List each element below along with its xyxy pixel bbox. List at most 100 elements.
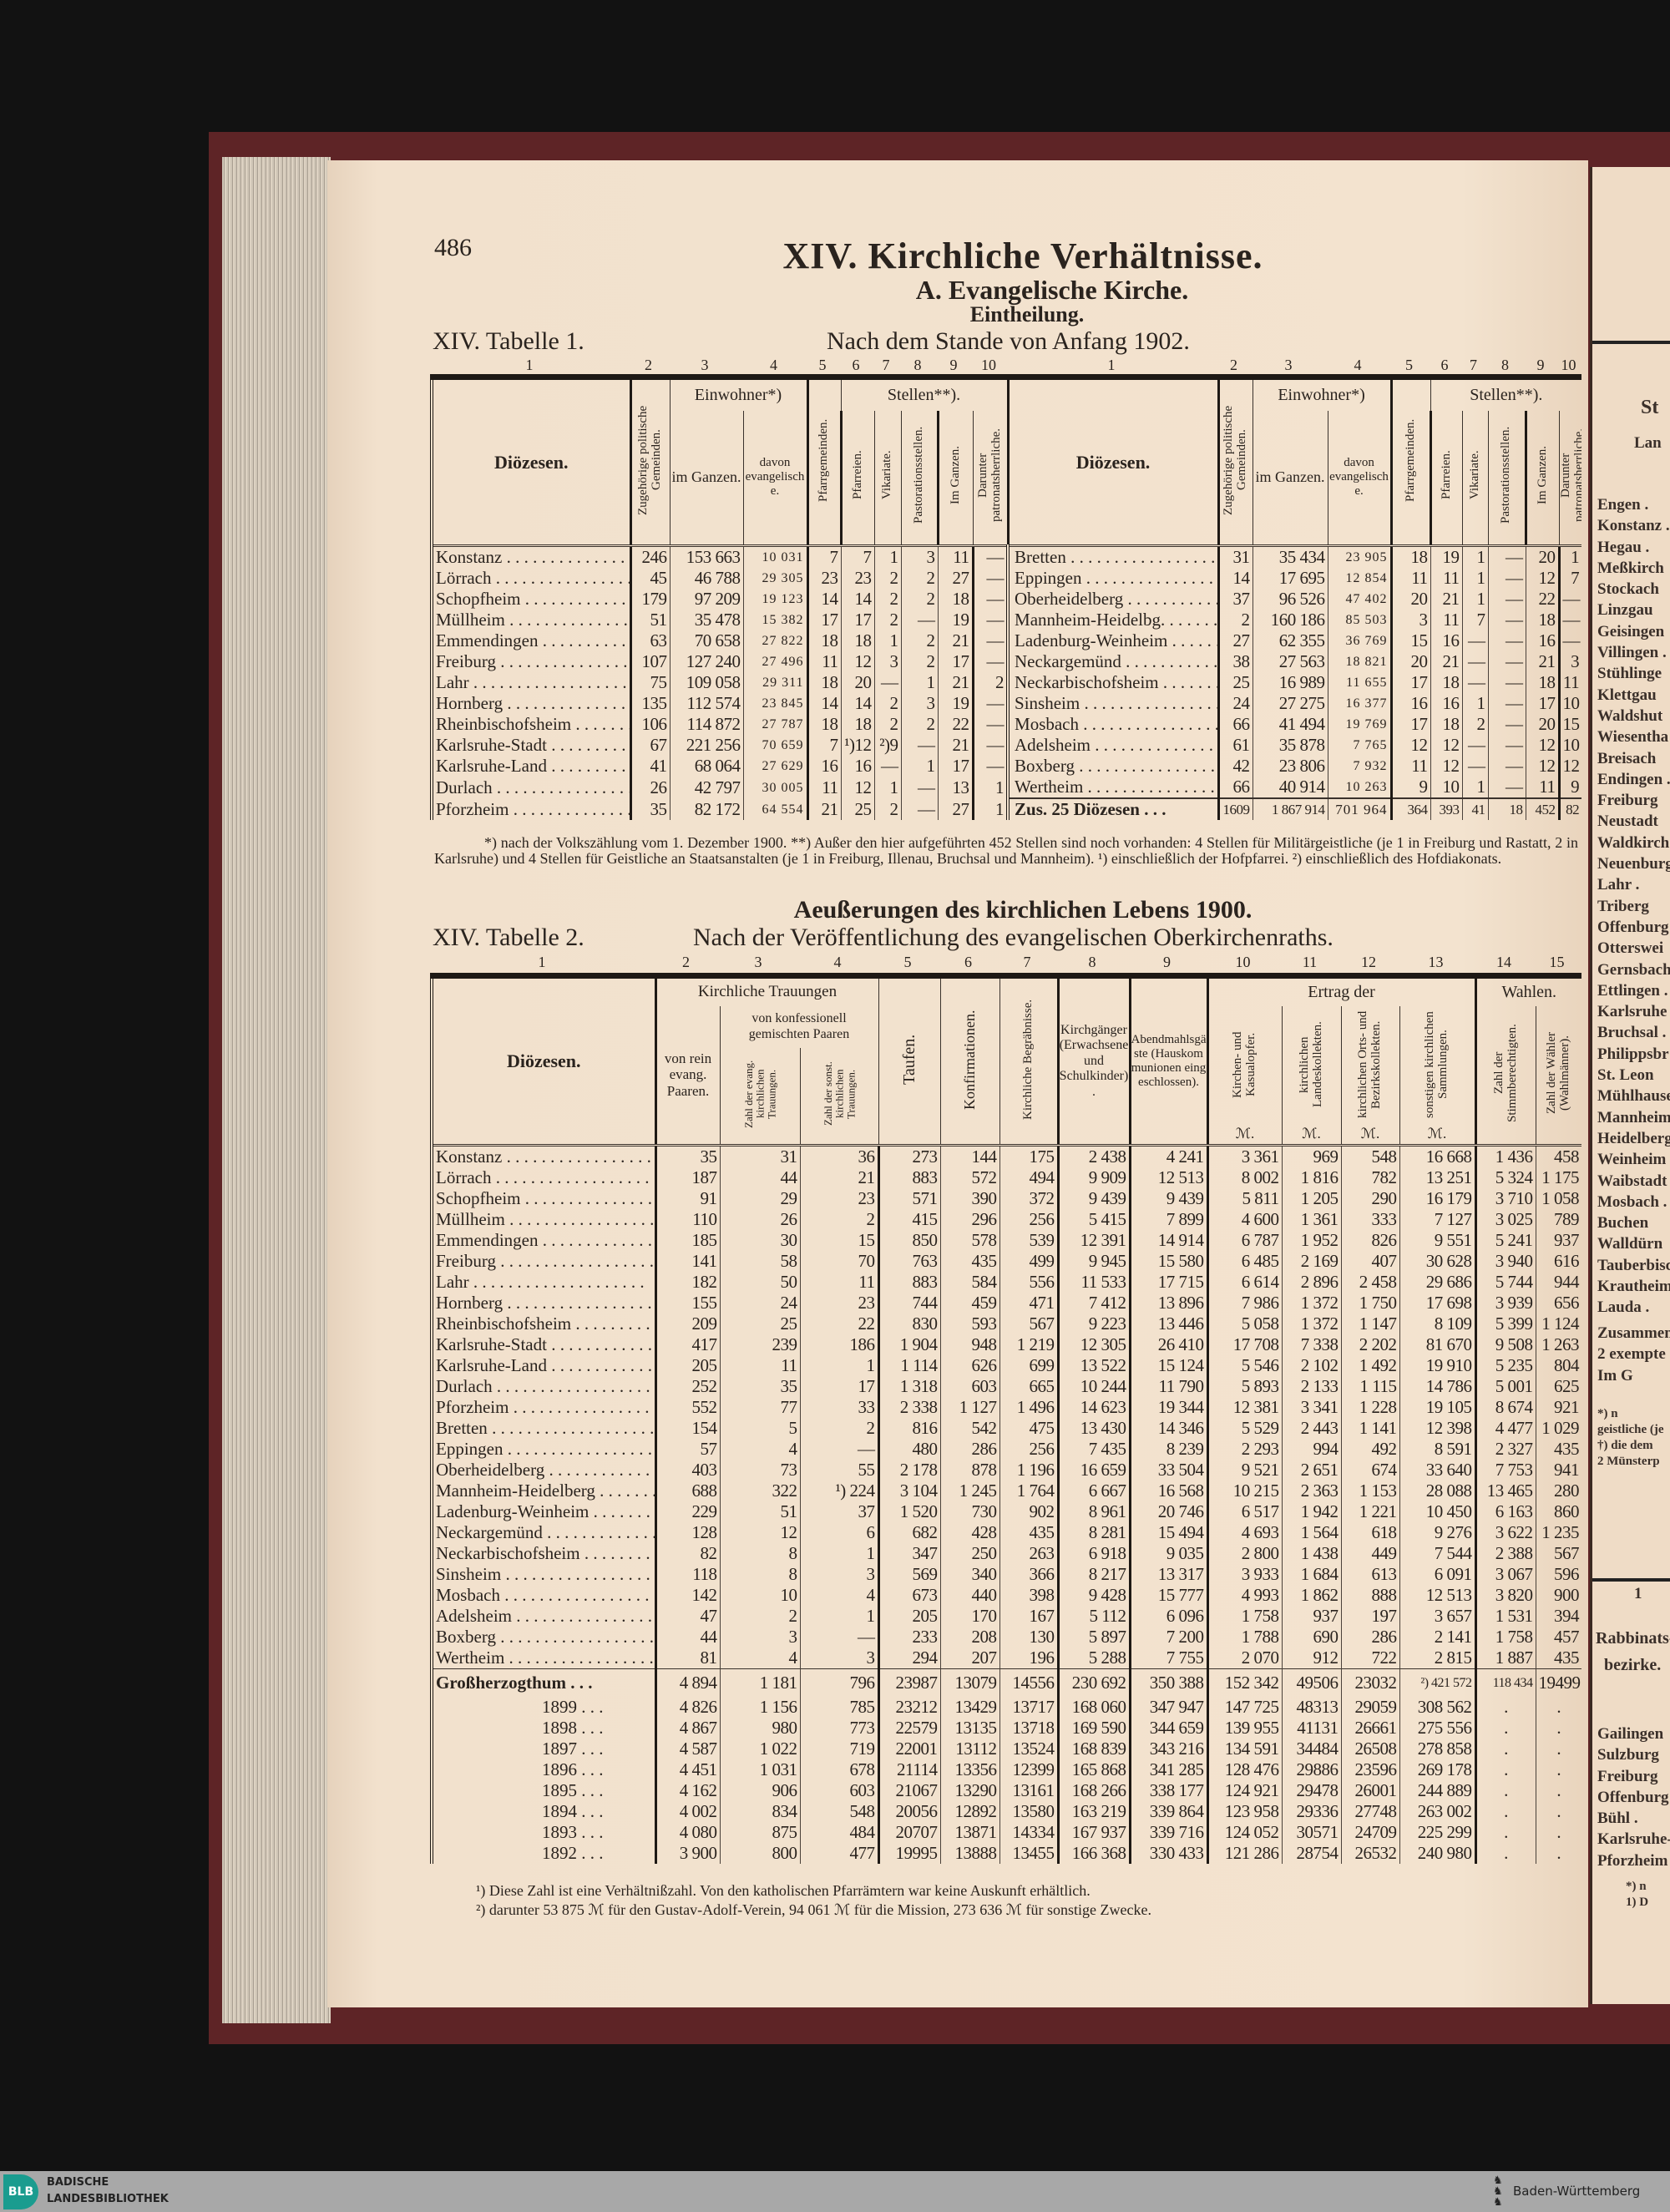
cell-col-9: 12 <box>1525 735 1560 756</box>
cell-col-7: 256 <box>999 1209 1058 1230</box>
cell-col-15: 625 <box>1535 1376 1582 1397</box>
cell-col-8: — <box>1487 777 1526 798</box>
cell-col-6: 296 <box>939 1209 999 1230</box>
cell-col-4: 773 <box>799 1717 878 1739</box>
list-item: Mosbach . <box>1597 1192 1667 1211</box>
cell-col-12: 1 221 <box>1340 1501 1399 1522</box>
cell-col-2: 44 <box>654 1627 720 1648</box>
list-item: Linzgau <box>1597 601 1653 620</box>
header-mixed-other: Zahl der sonst. kirchlichen Trauungen. <box>799 1047 878 1146</box>
cell-col-10: 11 <box>1557 672 1582 693</box>
cell-col-8: 3 <box>900 545 939 568</box>
diocese-name: Konstanz <box>432 546 630 569</box>
diocese-name: Freiburg <box>432 1251 655 1272</box>
cell-col-9: 452 <box>1525 797 1560 820</box>
cell-col-5: 22001 <box>877 1738 940 1759</box>
cell-col-15: 457 <box>1535 1627 1582 1648</box>
list-item: Endingen . <box>1597 770 1670 788</box>
cell-col-14: 3 067 <box>1474 1564 1536 1585</box>
cell-col-10: 10 <box>1557 735 1582 756</box>
cell-col-13: 13 251 <box>1399 1167 1476 1188</box>
cell-col-2: 47 <box>654 1606 720 1627</box>
header-inhabitants-total: im Ganzen. <box>669 410 743 546</box>
list-item: Mühlhause <box>1597 1087 1670 1106</box>
cell-col-7: 1 <box>1461 545 1489 568</box>
diocese-name: Neckargemünd <box>1006 651 1219 672</box>
cell-col-5: 23212 <box>877 1696 940 1718</box>
cell-col-9: 27 <box>937 798 974 820</box>
cell-col-4: 55 <box>799 1460 878 1481</box>
cell-col-4: 186 <box>799 1334 878 1355</box>
cell-col-7: — <box>873 756 902 777</box>
cell-col-13: 12 398 <box>1399 1418 1476 1439</box>
facing-heading: St <box>1641 397 1659 418</box>
cell-col-2: 135 <box>629 693 670 714</box>
diocese-name: Rheinbischofsheim <box>432 1314 655 1334</box>
cell-col-3: 29 <box>719 1188 800 1209</box>
header-pastoral-right: Pastorationsstellen. <box>1487 410 1526 546</box>
cell-col-4: 19 123 <box>742 589 808 610</box>
cell-col-8: 9 223 <box>1056 1314 1130 1334</box>
cell-col-4: 10 031 <box>742 545 808 568</box>
cell-col-14: 1 436 <box>1474 1145 1536 1167</box>
cell-col-13: 17 698 <box>1399 1293 1476 1314</box>
column-number: 5 <box>903 954 912 970</box>
list-item: Offenburg <box>1597 1788 1669 1806</box>
cell-col-14: 3 939 <box>1474 1293 1536 1314</box>
facing-footnotes: *) n geistliche (je †) die dem 2 Münsterp <box>1597 1406 1664 1470</box>
diocese-name: Freiburg <box>432 651 630 672</box>
column-number: 7 <box>1470 357 1477 373</box>
list-item: Wiesentha <box>1597 728 1669 747</box>
cell-col-8: 13 430 <box>1056 1418 1130 1439</box>
state-name[interactable]: Baden-Württemberg <box>1513 2184 1641 2199</box>
cell-col-7: 539 <box>999 1230 1058 1251</box>
cell-col-9: 15 124 <box>1128 1355 1207 1376</box>
facing-table-heading: bezirke. <box>1604 1656 1662 1674</box>
cell-col-4: 12 854 <box>1327 568 1392 589</box>
header-baptisms: Taufen. <box>878 975 940 1146</box>
cell-col-10: 12 381 <box>1206 1397 1282 1418</box>
cell-col-6: 16 <box>1430 693 1463 714</box>
cell-col-5: 9 <box>1389 777 1431 798</box>
cell-col-8: 7 435 <box>1056 1439 1130 1460</box>
cell-col-8: — <box>900 777 939 798</box>
list-item: Karlsruhe <box>1597 1003 1667 1021</box>
cell-col-5: 2 178 <box>877 1460 940 1481</box>
cell-col-10: — <box>971 693 1009 714</box>
column-number: 6 <box>964 954 972 970</box>
cell-col-3: 112 574 <box>669 693 743 714</box>
facing-footnotes-2: *) n 1) D <box>1626 1879 1648 1911</box>
cell-col-14: 3 820 <box>1474 1585 1536 1606</box>
cell-col-12: 23032 <box>1340 1668 1399 1697</box>
cell-col-3: 41 494 <box>1252 714 1328 735</box>
cell-col-3: 35 <box>719 1376 800 1397</box>
cell-col-13: 9 276 <box>1399 1522 1476 1543</box>
cell-col-11: 48313 <box>1281 1696 1341 1718</box>
cell-col-7: ²)9 <box>873 735 902 756</box>
total-label: 1899 <box>432 1697 655 1718</box>
cell-col-12: 290 <box>1340 1188 1399 1209</box>
cell-col-11: 1 438 <box>1281 1543 1341 1564</box>
cell-col-6: 1 245 <box>939 1481 999 1501</box>
cell-col-2: 185 <box>654 1230 720 1251</box>
blb-logo[interactable]: BLB <box>3 2174 38 2209</box>
header-state-collections: kirchlichen Landeskollekten. ℳ. <box>1281 1005 1341 1146</box>
list-item: 2 exempte <box>1597 1345 1666 1364</box>
cell-col-3: 25 <box>719 1314 800 1334</box>
cell-col-7: 13161 <box>999 1779 1058 1801</box>
cell-col-10: 4 993 <box>1206 1585 1282 1606</box>
cell-col-12: 1 750 <box>1340 1293 1399 1314</box>
cell-col-6: 17 <box>840 610 875 630</box>
cell-col-9: 7 755 <box>1128 1648 1207 1669</box>
cell-col-10: 9 <box>1557 777 1582 798</box>
cell-col-15: 1 058 <box>1535 1188 1582 1209</box>
cell-col-5: 11 <box>806 777 842 798</box>
cell-col-10: 4 600 <box>1206 1209 1282 1230</box>
cell-col-9: 20 746 <box>1128 1501 1207 1522</box>
list-item: Hegau . <box>1597 538 1650 556</box>
cell-col-3: 800 <box>719 1842 800 1864</box>
cell-col-3: 1 031 <box>719 1759 800 1780</box>
cell-col-2: 3 900 <box>654 1842 720 1864</box>
